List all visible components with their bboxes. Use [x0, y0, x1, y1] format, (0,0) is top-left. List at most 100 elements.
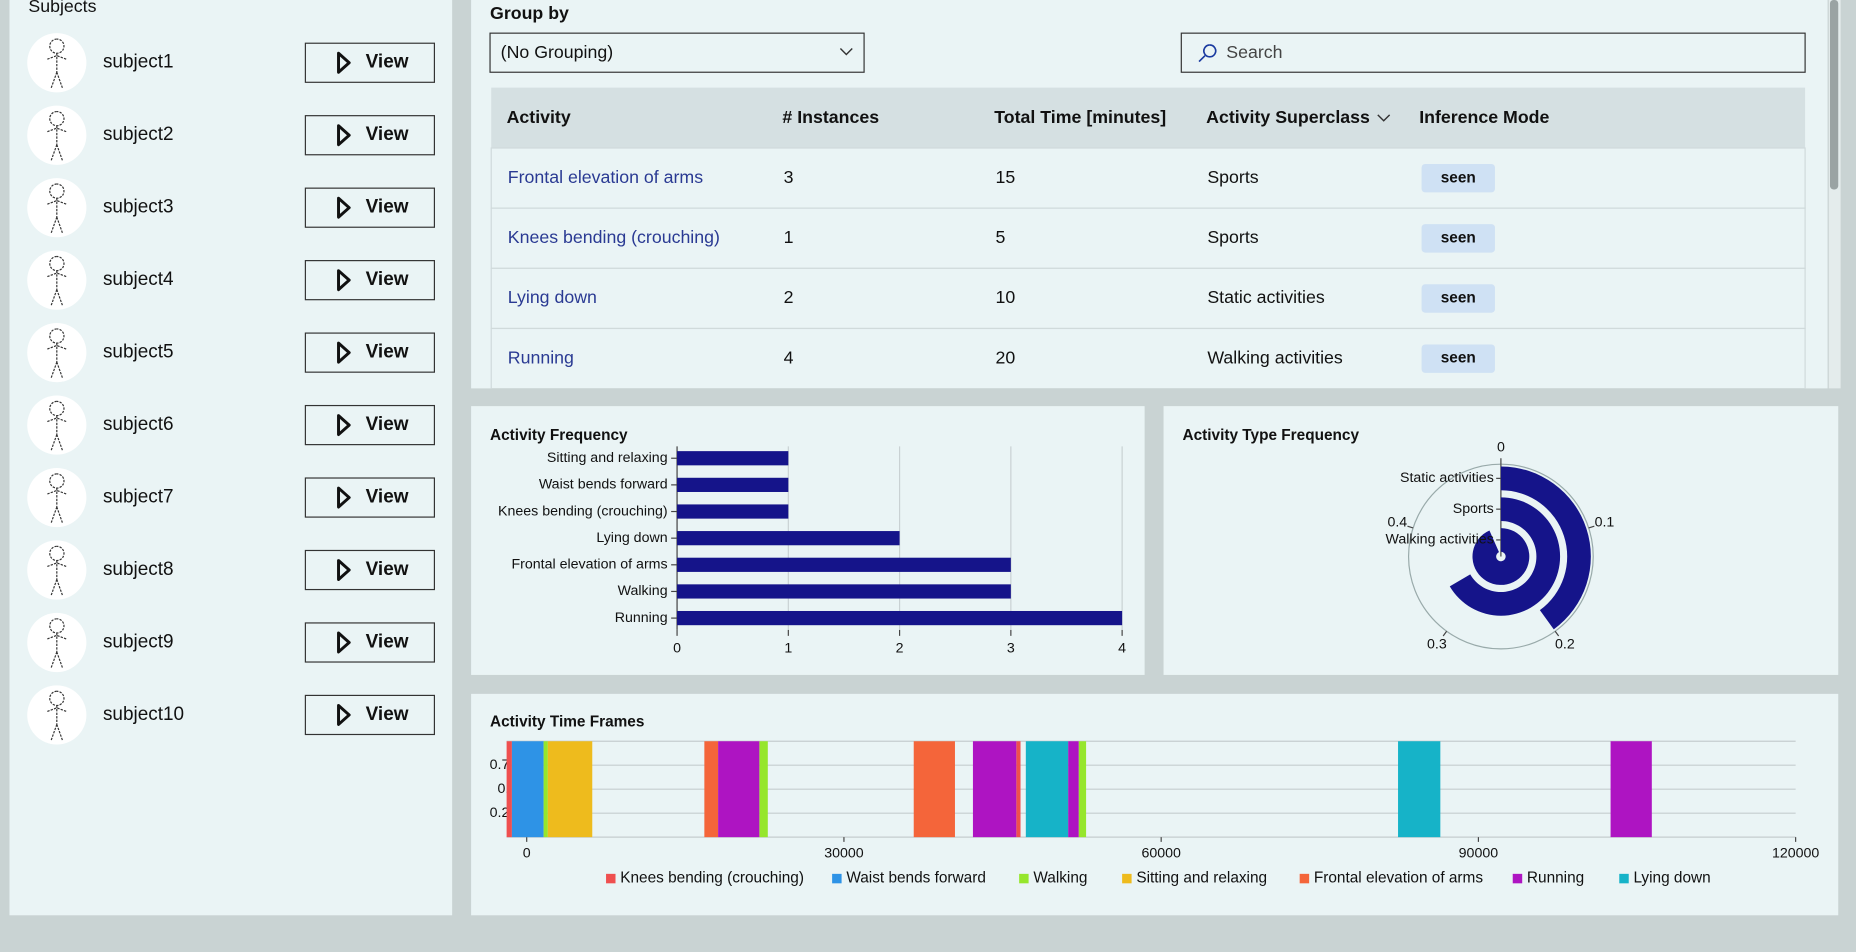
badge [1421, 344, 1495, 373]
chart-title: Activity Time Frames [490, 713, 644, 730]
play-icon [337, 631, 351, 654]
subject-name: subject3 [103, 197, 174, 218]
search-icon [1198, 44, 1217, 63]
activity-link[interactable]: Running [508, 347, 574, 367]
legend-swatch[interactable] [1512, 873, 1523, 884]
view-button[interactable] [304, 477, 435, 518]
table-row [490, 267, 1806, 330]
badge-label: seen [1441, 350, 1476, 367]
x-tick-label: 30000 [824, 845, 864, 861]
legend-swatch[interactable] [1619, 873, 1629, 884]
play-icon [337, 269, 351, 292]
subject-name: subject1 [103, 52, 174, 73]
play-icon [337, 51, 351, 74]
y-tick-label: Knees bending (crouching) [498, 503, 668, 519]
activity-link[interactable]: Lying down [508, 287, 597, 307]
tick-mark [1442, 630, 1448, 637]
subject-name: subject2 [103, 124, 174, 145]
view-button-label[interactable]: View [366, 559, 409, 580]
y-tick-label: 0.5 [498, 781, 518, 797]
subject-name: subject5 [103, 342, 174, 363]
group-by-dropdown[interactable] [489, 32, 865, 73]
view-button-label[interactable]: View [366, 52, 409, 73]
legend-label[interactable]: Sitting and relaxing [1136, 870, 1267, 887]
column-header[interactable]: Activity Superclass [1206, 107, 1370, 127]
view-button-label[interactable]: View [366, 631, 409, 652]
y-tick-label: Lying down [596, 530, 667, 546]
table-header [491, 87, 1806, 149]
table-cell: 10 [995, 287, 1015, 307]
legend-label[interactable]: Frontal elevation of arms [1314, 870, 1483, 887]
view-button[interactable] [304, 260, 435, 301]
legend-swatch[interactable] [1299, 873, 1310, 884]
search-box[interactable] [1180, 32, 1806, 73]
time-frames-panel [471, 693, 1839, 916]
view-button-label[interactable]: View [366, 704, 409, 725]
badge [1421, 163, 1495, 193]
view-button[interactable] [304, 42, 435, 83]
legend-label[interactable]: Walking [1033, 870, 1087, 887]
view-button[interactable] [304, 404, 435, 446]
y-tick-label: Sitting and relaxing [547, 450, 668, 466]
angular-tick-label: 0 [1497, 439, 1505, 455]
time-frame-bar [718, 741, 760, 838]
subject-name: subject10 [103, 704, 184, 725]
legend-swatch[interactable] [1019, 873, 1029, 884]
y-tick-label: 0.25 [490, 805, 518, 821]
play-icon [337, 124, 351, 147]
play-icon [337, 414, 351, 437]
view-button-label[interactable]: View [366, 342, 409, 363]
legend-swatch[interactable] [832, 873, 842, 884]
time-frame-bar [547, 741, 593, 838]
activity-link[interactable]: Frontal elevation of arms [508, 167, 703, 187]
legend-swatch[interactable] [1122, 873, 1132, 884]
table-cell: 3 [784, 167, 794, 187]
view-button-label[interactable]: View [366, 414, 409, 435]
search-placeholder[interactable]: Search [1226, 42, 1282, 62]
play-icon [337, 703, 351, 726]
time-frame-bar [913, 741, 955, 838]
table-cell: 1 [784, 227, 794, 247]
table-row [490, 327, 1806, 389]
table-cell: 2 [784, 287, 794, 307]
column-header: Total Time [minutes] [994, 107, 1166, 127]
subject-name: subject8 [103, 559, 174, 580]
tick-mark [1407, 525, 1414, 529]
scrollbar[interactable] [1828, 0, 1841, 389]
time-frame-bar [704, 741, 719, 838]
chart-title: Activity Type Frequency [1182, 427, 1359, 444]
view-button-label[interactable]: View [366, 269, 409, 290]
legend-swatch[interactable] [606, 873, 616, 884]
subject-name: subject6 [103, 414, 174, 435]
y-tick-label: Waist bends forward [539, 477, 668, 493]
badge [1421, 224, 1495, 253]
badge-label: seen [1441, 229, 1476, 246]
view-button[interactable] [304, 332, 435, 373]
play-icon [337, 196, 351, 219]
activity-link[interactable]: Knees bending (crouching) [508, 227, 720, 247]
scrollbar-thumb[interactable] [1829, 0, 1839, 190]
subject-name: subject9 [103, 631, 174, 652]
legend-label[interactable]: Waist bends forward [846, 870, 986, 887]
view-button-label[interactable]: View [366, 487, 409, 508]
legend-label[interactable]: Knees bending (crouching) [620, 870, 804, 887]
view-button[interactable] [304, 187, 435, 228]
x-tick-label: 3 [1007, 641, 1015, 657]
radial-tick-label: Walking activities [1386, 532, 1494, 548]
y-tick-label: Walking [618, 583, 668, 599]
legend-label[interactable]: Lying down [1633, 870, 1710, 887]
tick-mark [1554, 630, 1560, 637]
view-button-label[interactable]: View [366, 197, 409, 218]
view-button[interactable] [304, 549, 435, 591]
view-button[interactable] [304, 622, 435, 663]
group-by-value[interactable]: (No Grouping) [501, 42, 613, 62]
view-button-label[interactable]: View [366, 124, 409, 145]
table-cell: Walking activities [1207, 347, 1343, 367]
view-button[interactable] [304, 694, 435, 736]
view-button[interactable] [304, 115, 435, 156]
x-tick-label: 4 [1118, 641, 1126, 657]
sort-chevron [1377, 114, 1391, 122]
table-row [490, 207, 1806, 269]
badge-label: seen [1441, 290, 1476, 307]
legend-label[interactable]: Running [1527, 870, 1584, 887]
